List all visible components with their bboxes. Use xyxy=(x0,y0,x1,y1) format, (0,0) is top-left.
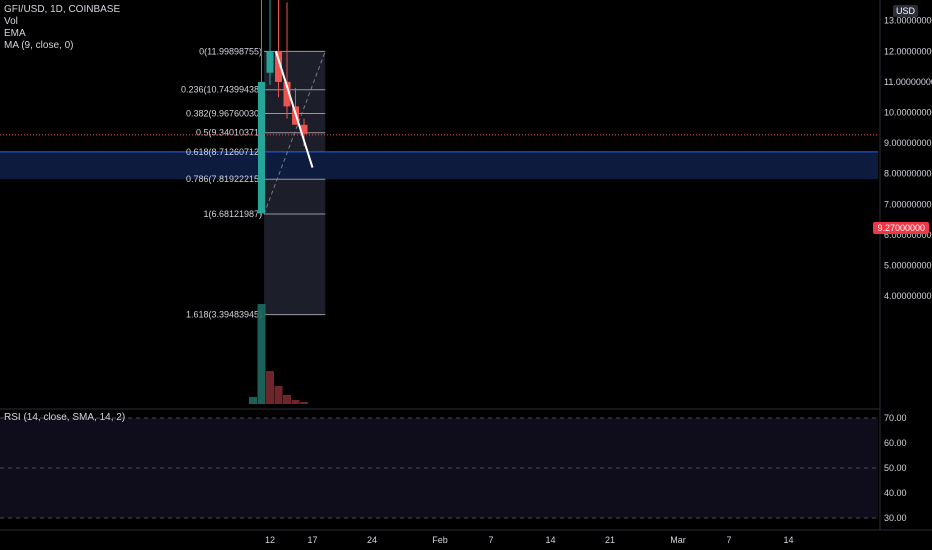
rsi-tick-label: 50.00 xyxy=(884,463,907,473)
fib-level-label: 0.236(10.74399438) xyxy=(181,85,262,95)
volume-bar xyxy=(300,402,308,404)
price-tick-label: 4.00000000 xyxy=(884,291,932,301)
candle-body xyxy=(283,81,291,107)
fib-background xyxy=(264,51,326,315)
fib-level-label: 0.618(8.71260712) xyxy=(186,147,262,157)
volume-bar xyxy=(257,304,266,404)
fib-level-label: 1(6.68121987) xyxy=(203,209,262,219)
price-tick-label: 11.00000000 xyxy=(884,77,932,87)
ma-label[interactable]: MA (9, close, 0) xyxy=(4,40,74,51)
trendline xyxy=(274,51,314,168)
fib-retracement[interactable]: 0(11.99898755) 0.236(10.74399438) 0.382(9.… xyxy=(0,46,878,320)
price-tick-label: 6.00000000 xyxy=(884,230,932,240)
currency-badge[interactable]: USD xyxy=(892,5,918,17)
time-tick-label: Mar xyxy=(670,535,686,545)
candle-body xyxy=(258,81,265,214)
symbol-label[interactable]: GFI/USD, 1D, COINBASE xyxy=(4,4,121,15)
candle-body xyxy=(275,51,282,82)
rsi-tick-label: 40.00 xyxy=(884,488,907,498)
rsi-tick-label: 60.00 xyxy=(884,438,907,448)
vol-label[interactable]: Vol xyxy=(4,16,18,27)
rsi-tick-label: 30.00 xyxy=(884,513,907,523)
time-tick-label: 21 xyxy=(605,535,615,545)
volume-bar xyxy=(249,397,257,404)
price-tick-label: 13.00000000 xyxy=(884,16,932,26)
volume-bar xyxy=(266,371,274,404)
fib-diagonal xyxy=(263,51,326,215)
fib-level-label: 0.786(7.81922215) xyxy=(186,174,262,184)
price-tick-label: 7.00000000 xyxy=(884,199,932,209)
time-tick-label: Feb xyxy=(432,535,448,545)
price-tick-label: 12.00000000 xyxy=(884,46,932,56)
price-tick-label: 5.00000000 xyxy=(884,261,932,271)
time-tick-label: 12 xyxy=(265,535,275,545)
chart-legend: GFI/USD, 1D, COINBASE Vol EMA MA (9, clo… xyxy=(4,4,120,52)
fib-level-label: 0.382(9.96760030) xyxy=(186,108,262,118)
volume-bar xyxy=(291,400,300,404)
price-tick-label: 8.00000000 xyxy=(884,169,932,179)
current-price-badge: 9.27000000 xyxy=(873,222,929,234)
fib-level-label: 0(11.99898755) xyxy=(199,46,262,56)
drawings[interactable] xyxy=(0,51,878,168)
fib-level-label: 0.5(9.34010371) xyxy=(196,128,262,138)
time-tick-label: 7 xyxy=(726,535,731,545)
candle-body xyxy=(266,51,274,73)
rsi-legend[interactable]: RSI (14, close, SMA, 14, 2) xyxy=(4,412,126,423)
rsi-pane xyxy=(0,408,880,519)
ema-label[interactable]: EMA xyxy=(4,28,26,39)
time-tick-label: 14 xyxy=(545,535,555,545)
volume-bar xyxy=(283,395,291,404)
price-tick-label: 9.00000000 xyxy=(884,138,932,148)
price-tick-label: 10.00000000 xyxy=(884,108,932,118)
candle-body xyxy=(300,124,308,134)
time-tick-label: 14 xyxy=(783,535,793,545)
fib-highlight-zone xyxy=(0,151,878,180)
time-tick-label: 17 xyxy=(307,535,317,545)
volume-bars xyxy=(249,304,308,404)
fib-level-label: 1.618(3.39483945) xyxy=(186,310,262,320)
time-tick-label: 24 xyxy=(367,535,377,545)
time-tick-label: 7 xyxy=(488,535,493,545)
rsi-tick-label: 70.00 xyxy=(884,413,907,423)
volume-bar xyxy=(274,386,283,404)
